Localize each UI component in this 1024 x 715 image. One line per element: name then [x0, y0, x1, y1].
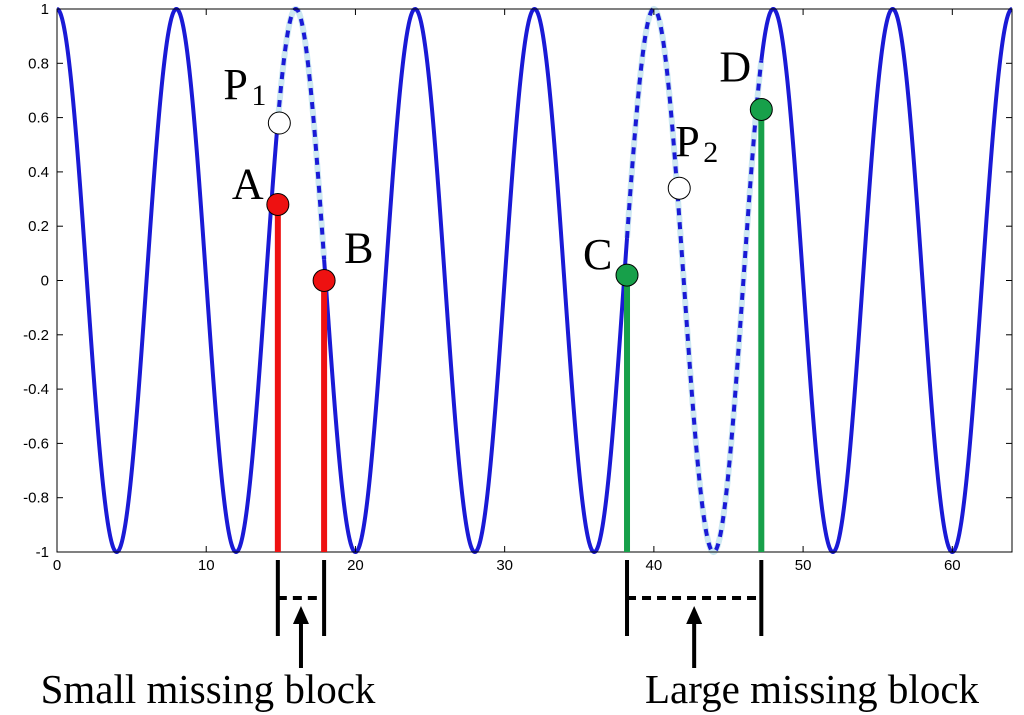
point-marker-d: [749, 97, 773, 121]
axes-layer: 0 10 20 30 40 50 60 1 0.8 0.6 0.4 0.2 0 -0.2 -0.4 -0.6 -…: [23, 1, 1013, 574]
point-marker-p2: [667, 176, 691, 200]
series-line-segment: [759, 7, 1014, 554]
point-label-p1: P: [223, 60, 247, 109]
x-tick-label: 20: [347, 557, 364, 574]
point-label-p1-subscript: 1: [251, 79, 266, 112]
block-caption-0: Small missing block: [41, 666, 376, 712]
series-line-segment: [55, 7, 280, 554]
x-tick-label: 10: [198, 557, 215, 574]
y-tick-label: -0.8: [23, 490, 49, 507]
y-tick-label: -0.6: [23, 435, 49, 452]
y-tick-label: 0.6: [28, 110, 49, 127]
missing-segment-dashed-1: [625, 6, 764, 555]
y-tick-label: 0.4: [28, 164, 49, 181]
y-tick-label: -0.2: [23, 327, 49, 344]
brackets-layer: Small missing block Large missing block: [41, 560, 980, 712]
y-tick-label: 0.8: [28, 55, 49, 72]
x-tick-label: 30: [496, 557, 513, 574]
x-tick-label: 60: [944, 557, 961, 574]
block-caption-1: Large missing block: [645, 666, 980, 712]
point-marker-c: [615, 263, 639, 287]
point-label-d: D: [719, 42, 751, 91]
x-tick-label: 0: [53, 557, 61, 574]
point-label-p2-subscript: 2: [703, 136, 718, 169]
arrow-head-1: [686, 606, 703, 624]
point-marker-b: [312, 269, 336, 292]
x-tick-label: 40: [646, 557, 663, 574]
point-label-b: B: [344, 224, 373, 273]
y-tick-label: 0.2: [28, 218, 49, 235]
missing-segment-dashed-0: [275, 6, 327, 260]
y-tick-label: -0.4: [23, 381, 49, 398]
point-marker-a: [266, 192, 290, 216]
axes-frame: [56, 8, 1013, 553]
y-tick-label: 1: [41, 1, 49, 18]
point-label-p2: P: [675, 117, 699, 166]
x-tick-label: 50: [795, 557, 812, 574]
marks-layer: AB CDP 1P 2: [223, 42, 773, 552]
series-line-segment: [322, 7, 630, 554]
point-marker-p1: [267, 111, 291, 135]
y-tick-label: 0: [41, 273, 49, 290]
point-label-a: A: [232, 159, 264, 208]
point-label-c: C: [583, 230, 612, 279]
curve-layer: [55, 5, 1014, 556]
arrow-head-0: [292, 606, 309, 624]
y-tick-label: -1: [36, 544, 49, 561]
